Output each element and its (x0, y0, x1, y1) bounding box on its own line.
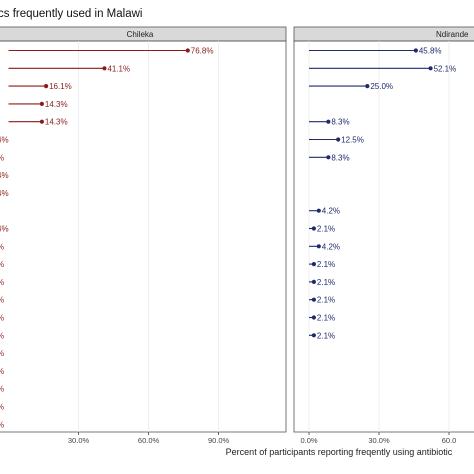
data-label: 2.1% (317, 296, 335, 305)
panel-ndirande-title: Ndirande (436, 30, 469, 39)
data-label: 76.8% (191, 47, 214, 56)
data-label: 12.5% (341, 136, 364, 145)
lollipop-point (413, 48, 418, 53)
data-label: 4% (0, 225, 9, 234)
x-tick-label: 0.0% (300, 436, 317, 445)
x-tick-label: 30.0% (368, 436, 390, 445)
x-tick-label: 60.0% (138, 436, 160, 445)
panel-chileka-marks: 76.8% 41.1% 16.1% 14.3% 14.3% 4%% 4% 4% 4%%%%%%%… (0, 47, 213, 430)
data-label: 2.1% (317, 314, 335, 323)
x-tick-label: 90.0% (208, 436, 230, 445)
data-label: 25.0% (370, 82, 393, 91)
panel-ndirande-x-ticks: 0.0% 30.0% 60.0 (300, 432, 456, 445)
panel-chileka: Chileka 76.8% 41.1% 16.1% 14.3% 14.3% 4%% 4% 4%… (0, 26, 287, 445)
data-label: % (0, 331, 4, 340)
lollipop-point (326, 155, 331, 160)
panel-chileka-x-ticks: 30.0% 60.0% 90.0% (68, 432, 230, 445)
data-label: 14.3% (45, 100, 68, 109)
data-label: 45.8% (419, 47, 442, 56)
data-label: % (0, 385, 4, 394)
data-label: 4.2% (322, 207, 340, 216)
lollipop-point (316, 244, 321, 249)
panel-chileka-border (0, 40, 287, 433)
panel-ndirande-marks: 45.8% 52.1% 25.0% 8.3% 12.5% 8.3% 4.2% 2.1% 4.2%… (309, 47, 457, 340)
panel-ndirande-gridlines (308, 41, 450, 432)
lollipop-point (428, 66, 433, 71)
lollipop-point (185, 48, 190, 53)
data-label: 4% (0, 136, 9, 145)
data-label: 14.3% (45, 118, 68, 127)
lollipop-point (311, 315, 316, 320)
chart-title: cs frequently used in Malawi (0, 8, 142, 20)
lollipop-point (311, 297, 316, 302)
panel-ndirande-border (293, 40, 474, 433)
lollipop-point (311, 226, 316, 231)
x-tick-label: 30.0% (68, 436, 90, 445)
lollipop-point (43, 84, 49, 89)
data-label: % (0, 296, 4, 305)
data-label: 2.1% (317, 331, 335, 340)
data-label: % (0, 367, 4, 376)
data-label: 52.1% (434, 64, 457, 73)
data-label: % (0, 260, 4, 269)
x-axis-title: Percent of participants reporting freqen… (226, 447, 453, 457)
data-label: 2.1% (317, 278, 335, 287)
data-label: % (0, 314, 4, 323)
lollipop-point (39, 101, 44, 106)
lollipop-point (336, 137, 341, 142)
data-label: 8.3% (331, 118, 349, 127)
lollipop-point (102, 66, 107, 71)
data-label: 16.1% (49, 82, 72, 91)
lollipop-point (311, 279, 316, 284)
lollipop-point (311, 262, 316, 267)
data-label: 4.2% (322, 242, 340, 251)
data-label: % (0, 153, 4, 162)
x-tick-label: 60.0 (442, 436, 457, 445)
data-label: 2.1% (317, 225, 335, 234)
data-label: % (0, 278, 4, 287)
data-label: 4% (0, 171, 9, 180)
panel-ndirande: Ndirande 45.8% 52.1% 25.0% 8.3% 12.5% 8.3% 4.2… (293, 26, 474, 445)
data-label: 8.3% (331, 153, 349, 162)
lollipop-point (39, 119, 44, 124)
panel-chileka-title: Chileka (127, 30, 154, 39)
data-label: 4% (0, 189, 9, 198)
lollipop-point (316, 208, 321, 213)
data-label: % (0, 349, 4, 358)
data-label: % (0, 420, 4, 429)
lollipop-point (326, 119, 331, 124)
data-label: 2.1% (317, 260, 335, 269)
lollipop-point (311, 333, 316, 338)
data-label: % (0, 242, 4, 251)
lollipop-point (365, 84, 370, 89)
panel-chileka-gridlines (78, 41, 220, 432)
data-label: % (0, 403, 4, 412)
data-label: 41.1% (107, 64, 130, 73)
